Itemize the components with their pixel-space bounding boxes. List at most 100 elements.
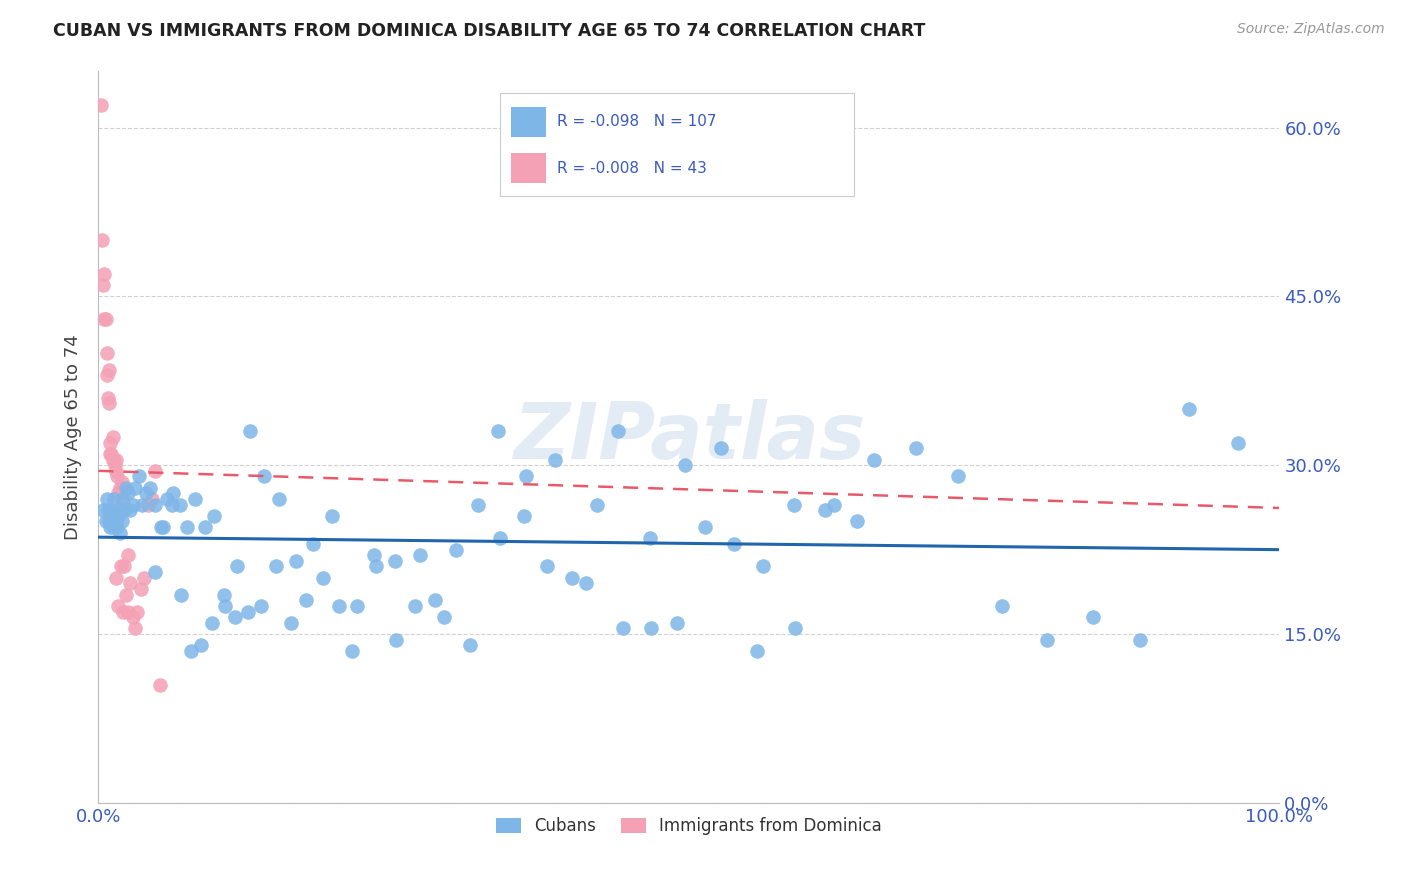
Point — [114, 588, 136, 602]
Point — [105, 452, 128, 467]
Point — [107, 486, 129, 500]
Point — [94, 515, 117, 529]
Point — [212, 588, 235, 602]
Point — [747, 644, 769, 658]
Point — [1036, 632, 1059, 647]
Point — [1129, 632, 1152, 647]
Point — [1177, 401, 1199, 416]
Point — [91, 233, 114, 247]
Point — [250, 599, 273, 613]
Point — [112, 605, 135, 619]
Point — [404, 599, 426, 613]
Point — [176, 520, 198, 534]
Point — [239, 425, 262, 439]
Point — [190, 638, 212, 652]
Point — [143, 498, 166, 512]
Point — [225, 559, 247, 574]
Point — [98, 447, 121, 461]
Point — [135, 486, 157, 500]
Point — [131, 498, 153, 512]
Point — [143, 464, 166, 478]
Point — [110, 559, 132, 574]
Point — [467, 498, 489, 512]
Point — [98, 520, 121, 534]
Point — [321, 508, 343, 523]
Point — [710, 442, 733, 456]
Point — [98, 396, 121, 410]
Point — [991, 599, 1014, 613]
Point — [128, 469, 150, 483]
Point — [98, 362, 121, 376]
Point — [536, 559, 558, 574]
Point — [141, 491, 163, 506]
Point — [124, 481, 146, 495]
Point — [110, 503, 132, 517]
Point — [143, 565, 166, 579]
Point — [253, 469, 276, 483]
Point — [107, 508, 129, 523]
Point — [98, 515, 121, 529]
Point — [640, 621, 662, 635]
Point — [202, 508, 225, 523]
Point — [695, 520, 717, 534]
Point — [845, 515, 868, 529]
Point — [486, 425, 509, 439]
Point — [139, 481, 162, 495]
Point — [783, 498, 806, 512]
Point — [814, 503, 837, 517]
Point — [127, 605, 149, 619]
Point — [544, 452, 567, 467]
Point — [129, 582, 152, 596]
Point — [134, 571, 156, 585]
Point — [101, 452, 124, 467]
Point — [612, 621, 634, 635]
Point — [169, 498, 191, 512]
Point — [108, 525, 131, 540]
Point — [136, 498, 159, 512]
Point — [384, 554, 406, 568]
Point — [100, 503, 122, 517]
Point — [121, 610, 143, 624]
Point — [408, 548, 430, 562]
Point — [666, 615, 689, 630]
Point — [346, 599, 368, 613]
Point — [585, 498, 607, 512]
Point — [162, 486, 184, 500]
Point — [752, 559, 775, 574]
Point — [302, 537, 325, 551]
Point — [111, 475, 134, 489]
Point — [170, 588, 193, 602]
Point — [114, 481, 136, 495]
Point — [295, 593, 318, 607]
Point — [269, 491, 291, 506]
Point — [201, 615, 224, 630]
Point — [112, 503, 135, 517]
Point — [150, 520, 173, 534]
Point — [105, 469, 128, 483]
Text: ZIPatlas: ZIPatlas — [513, 399, 865, 475]
Point — [575, 576, 598, 591]
Point — [561, 571, 583, 585]
Text: Source: ZipAtlas.com: Source: ZipAtlas.com — [1237, 22, 1385, 37]
Point — [105, 515, 128, 529]
Point — [104, 508, 127, 523]
Point — [96, 345, 118, 359]
Point — [104, 458, 127, 473]
Point — [446, 542, 468, 557]
Point — [673, 458, 696, 473]
Point — [723, 537, 745, 551]
Point — [93, 312, 115, 326]
Point — [238, 605, 260, 619]
Point — [823, 498, 845, 512]
Point — [105, 464, 128, 478]
Point — [101, 520, 124, 534]
Point — [364, 559, 387, 574]
Point — [280, 615, 302, 630]
Point — [117, 548, 139, 562]
Point — [160, 498, 183, 512]
Text: CUBAN VS IMMIGRANTS FROM DOMINICA DISABILITY AGE 65 TO 74 CORRELATION CHART: CUBAN VS IMMIGRANTS FROM DOMINICA DISABI… — [53, 22, 925, 40]
Point — [91, 503, 114, 517]
Point — [312, 571, 335, 585]
Point — [103, 452, 125, 467]
Point — [117, 605, 139, 619]
